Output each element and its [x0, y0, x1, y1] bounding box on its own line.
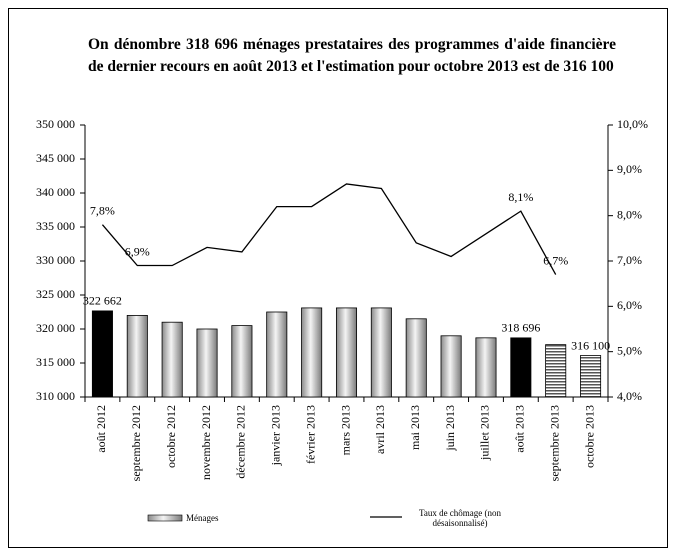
x-tick-label: août 2013 — [513, 405, 527, 453]
y-tick-label: 350 000 — [36, 117, 75, 131]
legend-swatch — [147, 514, 183, 522]
x-tick-label: janvier 2013 — [269, 405, 283, 466]
line — [101, 183, 557, 275]
y-tick-label: 330 000 — [36, 253, 75, 267]
bar — [405, 318, 427, 398]
chart-title: On dénombre 318 696 ménages prestataires… — [88, 36, 616, 75]
y2-tick-label: 8,0% — [617, 207, 642, 221]
x-tick-label: mars 2013 — [338, 405, 352, 455]
bar — [475, 337, 497, 398]
bar — [91, 310, 113, 398]
y-tick-label: 345 000 — [36, 151, 75, 165]
line-value-label: 6,9% — [125, 244, 150, 258]
x-tick-label: juillet 2013 — [478, 405, 492, 461]
line-value-label: 8,1% — [508, 190, 533, 204]
bar — [231, 325, 253, 398]
bar — [370, 307, 392, 398]
x-tick-label: décembre 2012 — [234, 405, 248, 479]
y2-tick-label: 7,0% — [617, 253, 642, 267]
bar — [126, 314, 148, 398]
y2-tick-label: 9,0% — [617, 162, 642, 176]
x-tick-label: août 2012 — [94, 405, 108, 453]
bar — [301, 307, 323, 398]
x-tick-label: mai 2013 — [408, 405, 422, 450]
bar — [440, 335, 462, 398]
y-tick-label: 320 000 — [36, 321, 75, 335]
y2-tick-label: 4,0% — [617, 389, 642, 403]
y-tick-label: 315 000 — [36, 355, 75, 369]
bar — [580, 355, 602, 398]
bar-value-label: 316 100 — [571, 338, 610, 352]
bar — [266, 311, 288, 398]
legend-label: Ménages — [186, 513, 219, 523]
y-tick-label: 325 000 — [36, 287, 75, 301]
y2-tick-label: 5,0% — [617, 343, 642, 357]
y-tick-label: 340 000 — [36, 185, 75, 199]
y-tick-label: 335 000 — [36, 219, 75, 233]
bar-value-label: 322 662 — [83, 294, 122, 308]
bar-value-label: 318 696 — [501, 321, 540, 335]
x-tick-label: octobre 2013 — [582, 405, 596, 468]
y-tick-label: 310 000 — [36, 389, 75, 403]
chart: 310 000 315 000 320 000 325 000 330 000 335 0… — [36, 117, 648, 522]
x-tick-label: février 2013 — [303, 405, 317, 464]
bar — [510, 337, 532, 398]
bar — [545, 344, 567, 398]
x-tick-label: avril 2013 — [373, 405, 387, 454]
line-value-label: 7,8% — [90, 203, 115, 217]
y2-tick-label: 10,0% — [617, 117, 648, 131]
bar — [161, 321, 183, 398]
page: {"chart_data": {"type": "bar-line", "tit… — [8, 8, 668, 548]
x-tick-label: juin 2013 — [443, 405, 457, 452]
x-tick-label: novembre 2012 — [199, 405, 213, 480]
x-tick-label: octobre 2012 — [164, 405, 178, 468]
x-tick-label: septembre 2013 — [547, 405, 561, 481]
bar — [335, 307, 358, 398]
line-value-label: 6,7% — [543, 253, 568, 267]
y2-tick-label: 6,0% — [617, 298, 642, 312]
x-tick-label: septembre 2012 — [129, 405, 143, 481]
legend-label: Taux de chômage (non désaisonnalisé) — [418, 508, 502, 528]
bar — [196, 328, 218, 398]
